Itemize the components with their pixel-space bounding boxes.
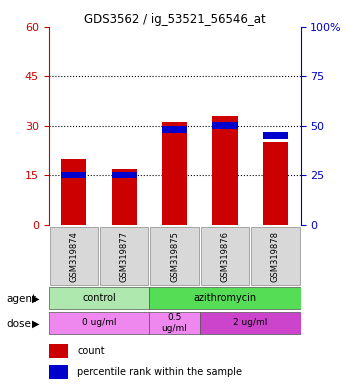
Text: 0 ug/ml: 0 ug/ml	[82, 318, 116, 328]
Text: GSM319877: GSM319877	[120, 231, 129, 282]
Text: percentile rank within the sample: percentile rank within the sample	[77, 367, 242, 377]
Bar	[212, 116, 238, 225]
Bar	[49, 365, 68, 379]
Text: GSM319874: GSM319874	[69, 231, 78, 282]
Text: control: control	[82, 293, 116, 303]
Text: ▶: ▶	[32, 319, 39, 329]
Bar	[212, 122, 238, 129]
Bar	[61, 172, 86, 179]
Bar	[263, 142, 288, 225]
Text: count: count	[77, 346, 105, 356]
Text: azithromycin: azithromycin	[193, 293, 257, 303]
Bar	[112, 169, 137, 225]
Bar	[112, 172, 137, 179]
Text: GSM319875: GSM319875	[170, 231, 179, 282]
Text: 0.5
ug/ml: 0.5 ug/ml	[162, 313, 188, 333]
FancyBboxPatch shape	[49, 287, 149, 310]
FancyBboxPatch shape	[149, 287, 301, 310]
FancyBboxPatch shape	[251, 227, 300, 285]
FancyBboxPatch shape	[201, 227, 249, 285]
FancyBboxPatch shape	[200, 312, 301, 334]
Text: 2 ug/ml: 2 ug/ml	[233, 318, 267, 328]
Title: GDS3562 / ig_53521_56546_at: GDS3562 / ig_53521_56546_at	[84, 13, 265, 26]
FancyBboxPatch shape	[149, 312, 200, 334]
FancyBboxPatch shape	[49, 312, 149, 334]
Text: GSM319876: GSM319876	[220, 231, 230, 282]
FancyBboxPatch shape	[50, 227, 98, 285]
FancyBboxPatch shape	[150, 227, 199, 285]
Bar	[162, 126, 187, 133]
FancyBboxPatch shape	[100, 227, 148, 285]
Text: agent: agent	[6, 294, 37, 304]
Bar	[162, 122, 187, 225]
Text: dose: dose	[6, 319, 31, 329]
Text: ▶: ▶	[32, 294, 39, 304]
Bar	[49, 344, 68, 358]
Bar	[61, 159, 86, 225]
Text: GSM319878: GSM319878	[271, 231, 280, 282]
Bar	[263, 132, 288, 139]
